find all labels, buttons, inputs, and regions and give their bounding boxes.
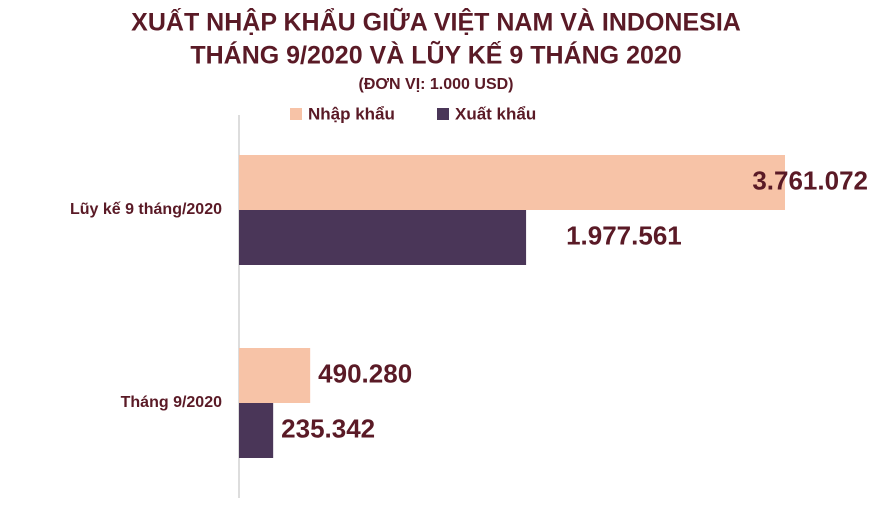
category-label: Lũy kế 9 tháng/2020 — [70, 201, 222, 218]
legend-swatch — [290, 108, 302, 120]
chart-title: THÁNG 9/2020 VÀ LŨY KẾ 9 THÁNG 2020 — [190, 40, 681, 70]
value-label: 490.280 — [318, 358, 412, 388]
chart-subtitle: (ĐƠN VỊ: 1.000 USD) — [358, 76, 513, 93]
bar — [239, 155, 785, 210]
legend-label: Nhập khẩu — [308, 104, 395, 123]
value-label: 235.342 — [281, 413, 375, 443]
legend-label: Xuất khẩu — [455, 104, 536, 123]
value-label: 3.761.072 — [752, 165, 868, 195]
legend-swatch — [437, 108, 449, 120]
chart-title: XUẤT NHẬP KHẨU GIỮA VIỆT NAM VÀ INDONESI… — [131, 7, 741, 37]
bar — [239, 403, 274, 458]
bar — [239, 348, 311, 403]
category-label: Tháng 9/2020 — [121, 394, 222, 411]
bar — [239, 210, 527, 265]
value-label: 1.977.561 — [566, 220, 682, 250]
